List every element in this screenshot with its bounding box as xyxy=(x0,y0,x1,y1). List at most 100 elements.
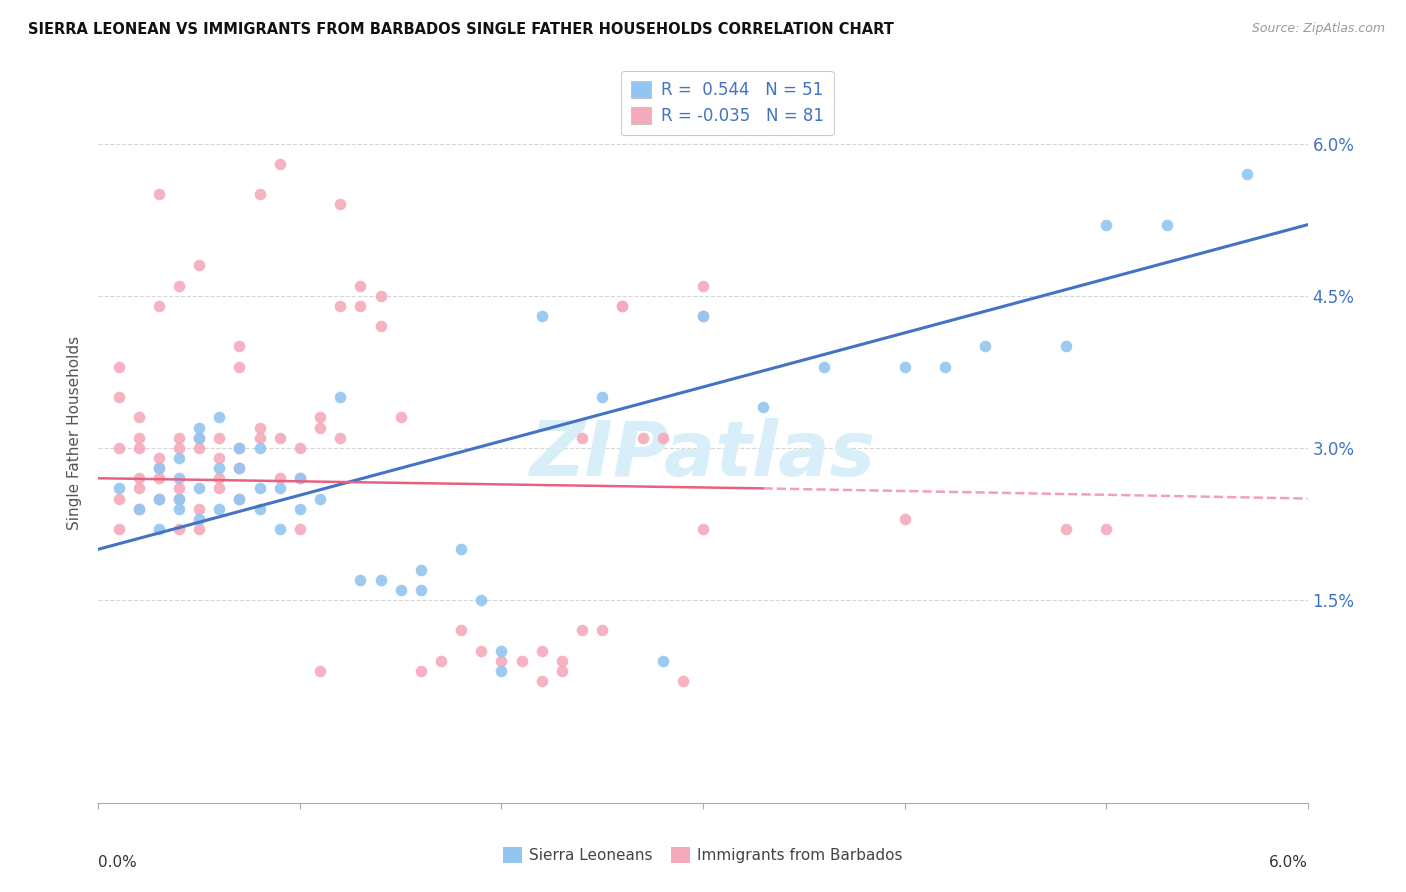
Point xyxy=(148,450,170,465)
Point xyxy=(672,674,695,689)
Point xyxy=(1156,218,1178,232)
Point xyxy=(228,491,250,506)
Point xyxy=(188,420,211,434)
Point xyxy=(450,624,472,638)
Point xyxy=(934,359,956,374)
Point xyxy=(167,482,190,496)
Point xyxy=(510,654,533,668)
Point xyxy=(349,278,371,293)
Point xyxy=(188,501,211,516)
Point xyxy=(148,187,170,202)
Text: Source: ZipAtlas.com: Source: ZipAtlas.com xyxy=(1251,22,1385,36)
Point xyxy=(269,157,291,171)
Point xyxy=(409,562,432,576)
Point xyxy=(1054,522,1077,536)
Point xyxy=(148,461,170,475)
Point xyxy=(470,593,492,607)
Point xyxy=(309,664,332,678)
Point xyxy=(692,309,714,323)
Point xyxy=(530,309,553,323)
Point xyxy=(167,450,190,465)
Point xyxy=(128,410,150,425)
Point xyxy=(1236,167,1258,181)
Point xyxy=(167,278,190,293)
Point xyxy=(188,522,211,536)
Point xyxy=(228,441,250,455)
Point xyxy=(208,471,231,485)
Point xyxy=(1095,522,1118,536)
Point xyxy=(430,654,453,668)
Point xyxy=(309,420,332,434)
Point xyxy=(288,441,311,455)
Point xyxy=(188,482,211,496)
Point xyxy=(288,471,311,485)
Point xyxy=(309,410,332,425)
Point xyxy=(208,501,231,516)
Point xyxy=(269,522,291,536)
Point xyxy=(128,501,150,516)
Point xyxy=(450,542,472,557)
Point xyxy=(107,482,129,496)
Point xyxy=(612,299,634,313)
Point xyxy=(692,309,714,323)
Point xyxy=(228,461,250,475)
Point xyxy=(370,573,392,587)
Point xyxy=(228,491,250,506)
Point xyxy=(107,359,129,374)
Point xyxy=(551,654,574,668)
Point xyxy=(107,390,129,404)
Point xyxy=(329,390,352,404)
Point xyxy=(167,471,190,485)
Point xyxy=(228,339,250,353)
Point xyxy=(288,471,311,485)
Point xyxy=(591,624,613,638)
Point xyxy=(249,431,271,445)
Point xyxy=(208,461,231,475)
Point xyxy=(128,482,150,496)
Point xyxy=(188,258,211,272)
Point xyxy=(551,664,574,678)
Point xyxy=(389,582,412,597)
Point xyxy=(188,512,211,526)
Point xyxy=(269,431,291,445)
Point xyxy=(148,522,170,536)
Point xyxy=(651,431,673,445)
Point xyxy=(107,441,129,455)
Point xyxy=(491,643,513,657)
Point xyxy=(1095,218,1118,232)
Point xyxy=(571,431,593,445)
Point xyxy=(591,390,613,404)
Point xyxy=(167,431,190,445)
Point xyxy=(167,491,190,506)
Point xyxy=(409,582,432,597)
Point xyxy=(107,491,129,506)
Point xyxy=(249,482,271,496)
Text: SIERRA LEONEAN VS IMMIGRANTS FROM BARBADOS SINGLE FATHER HOUSEHOLDS CORRELATION : SIERRA LEONEAN VS IMMIGRANTS FROM BARBAD… xyxy=(28,22,894,37)
Point xyxy=(309,491,332,506)
Point xyxy=(974,339,997,353)
Text: 6.0%: 6.0% xyxy=(1268,855,1308,870)
Point xyxy=(491,654,513,668)
Point xyxy=(249,187,271,202)
Point xyxy=(692,278,714,293)
Point xyxy=(249,441,271,455)
Point xyxy=(470,643,492,657)
Text: 0.0%: 0.0% xyxy=(98,855,138,870)
Point xyxy=(370,319,392,334)
Point xyxy=(530,674,553,689)
Point xyxy=(329,431,352,445)
Point xyxy=(228,359,250,374)
Point xyxy=(188,431,211,445)
Point xyxy=(329,299,352,313)
Text: ZIPatlas: ZIPatlas xyxy=(530,417,876,491)
Point xyxy=(530,643,553,657)
Point xyxy=(167,522,190,536)
Point xyxy=(228,441,250,455)
Point xyxy=(269,482,291,496)
Point xyxy=(571,624,593,638)
Point xyxy=(128,501,150,516)
Point xyxy=(491,664,513,678)
Point xyxy=(148,299,170,313)
Point xyxy=(208,431,231,445)
Point xyxy=(148,491,170,506)
